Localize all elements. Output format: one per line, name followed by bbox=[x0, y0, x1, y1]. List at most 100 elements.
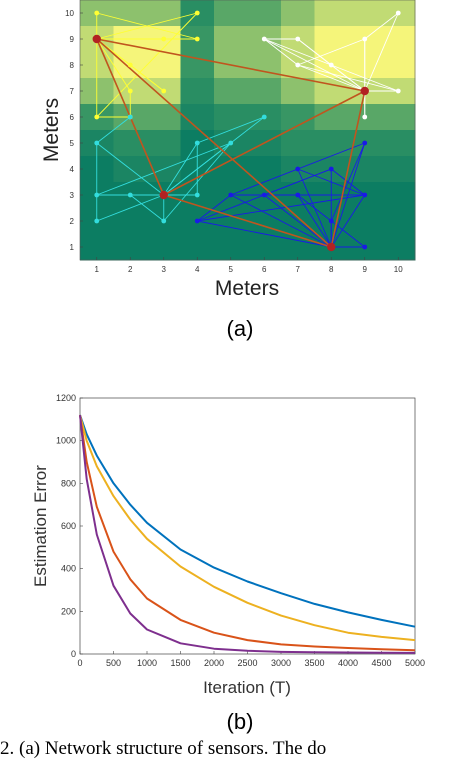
sensor-node bbox=[395, 10, 401, 16]
sensor-node bbox=[161, 218, 167, 224]
cluster-link bbox=[330, 194, 366, 248]
sensor-node bbox=[228, 192, 234, 198]
sensor-node bbox=[127, 114, 133, 120]
hub-link bbox=[163, 194, 332, 248]
heatmap-cell bbox=[180, 78, 215, 105]
hub-node bbox=[159, 190, 168, 200]
sensor-node bbox=[295, 36, 301, 42]
sensor-node bbox=[395, 88, 401, 94]
sensor-node bbox=[362, 114, 368, 120]
y-tick-label-a: 5 bbox=[70, 139, 75, 148]
sensor-link bbox=[197, 194, 365, 222]
cluster-link bbox=[297, 194, 332, 248]
x-tick-label-a: 3 bbox=[162, 265, 167, 274]
x-tick-label-b: 4000 bbox=[338, 658, 358, 668]
x-tick-label-a: 1 bbox=[95, 265, 100, 274]
heatmap-cell bbox=[80, 234, 114, 261]
heatmap-cell bbox=[147, 234, 181, 261]
heatmap-cell bbox=[147, 104, 181, 131]
sensor-node bbox=[94, 140, 100, 146]
x-tick-label-a: 10 bbox=[394, 265, 403, 274]
panel-a: 1 2 3 4 5 6 7 8 9 10 1 2 3 4 5 6 7 8 9 10 Meters Meters (a) bbox=[40, 0, 416, 341]
x-axis-label-b: Iteration (T) bbox=[203, 678, 291, 697]
x-tick-label-b: 5000 bbox=[405, 658, 425, 668]
heatmap-cell bbox=[214, 104, 248, 131]
hub-link bbox=[330, 90, 366, 248]
x-tick-label-a: 8 bbox=[329, 265, 334, 274]
sensor-link bbox=[297, 64, 399, 92]
sensor-node bbox=[362, 192, 368, 198]
y-tick-label-b: 1000 bbox=[56, 436, 76, 446]
error-curve bbox=[79, 414, 416, 628]
x-tick-label-b: 4500 bbox=[371, 658, 391, 668]
heatmap-cell bbox=[214, 26, 248, 53]
heatmap-cell bbox=[247, 0, 282, 27]
heatmap-cell bbox=[147, 130, 181, 157]
sensor-node bbox=[127, 192, 133, 198]
y-tick-label-a: 8 bbox=[70, 61, 75, 70]
panel-label-b: (b) bbox=[227, 709, 254, 734]
x-tick-label-a: 5 bbox=[229, 265, 234, 274]
y-tick-label-a: 4 bbox=[70, 165, 75, 174]
heatmap-cell bbox=[247, 234, 282, 261]
y-tick-label-a: 10 bbox=[65, 9, 74, 18]
panel-b: 0 500 1000 1500 2000 2500 3000 3500 4000 4500 5000… bbox=[31, 393, 425, 734]
x-tick-label-b: 500 bbox=[106, 658, 121, 668]
x-tick-label-a: 7 bbox=[296, 265, 301, 274]
sensor-nodes bbox=[94, 10, 401, 250]
sensor-node bbox=[194, 218, 200, 224]
sensor-link bbox=[330, 142, 366, 222]
heatmap-cell bbox=[147, 0, 181, 27]
cluster-link bbox=[230, 194, 332, 248]
sensor-link bbox=[96, 116, 131, 144]
x-tick-label-a: 9 bbox=[363, 265, 368, 274]
heatmap-cell bbox=[214, 78, 248, 105]
error-curve bbox=[79, 414, 416, 652]
y-tick-label-a: 9 bbox=[70, 35, 75, 44]
heatmap-cell bbox=[113, 234, 148, 261]
sensor-node bbox=[194, 192, 200, 198]
sensor-node bbox=[127, 62, 133, 68]
cluster-link bbox=[364, 12, 399, 92]
x-tick-label-a: 6 bbox=[262, 265, 267, 274]
hub-link bbox=[163, 90, 366, 196]
cluster-link bbox=[264, 38, 365, 92]
x-tick-label-b: 1500 bbox=[170, 658, 190, 668]
hub-link bbox=[96, 38, 365, 92]
sensor-node bbox=[94, 10, 100, 16]
y-tick-label-b: 1200 bbox=[56, 393, 76, 403]
sensor-link bbox=[264, 38, 332, 66]
cluster-link bbox=[96, 38, 131, 92]
heatmap-cell bbox=[247, 156, 282, 183]
axis-a: 1 2 3 4 5 6 7 8 9 10 1 2 3 4 5 6 7 8 9 10 bbox=[65, 9, 403, 274]
error-curves bbox=[79, 414, 416, 654]
heatmap-cell bbox=[381, 52, 416, 79]
y-tick-label-b: 400 bbox=[61, 564, 76, 574]
hub-node bbox=[327, 242, 336, 252]
sensor-node bbox=[328, 62, 334, 68]
sensor-link bbox=[331, 64, 399, 92]
error-curve bbox=[79, 414, 416, 642]
sensor-node bbox=[161, 88, 167, 94]
sensor-node bbox=[261, 114, 267, 120]
sensor-node bbox=[362, 36, 368, 42]
heatmap-cell bbox=[214, 0, 248, 27]
sensor-link bbox=[263, 38, 299, 66]
y-tick-label-b: 0 bbox=[71, 649, 76, 659]
sensor-node bbox=[295, 192, 301, 198]
x-axis-label-a: Meters bbox=[215, 277, 279, 300]
hub-node bbox=[360, 86, 369, 96]
sensor-node bbox=[261, 36, 267, 42]
x-tick-label-b: 0 bbox=[77, 658, 82, 668]
hub-nodes bbox=[92, 34, 369, 252]
hub-links bbox=[96, 38, 366, 248]
heatmap-cell bbox=[314, 0, 349, 27]
sensor-link bbox=[297, 38, 332, 66]
sensor-link bbox=[96, 142, 231, 196]
y-tick-label-a: 3 bbox=[70, 191, 75, 200]
y-tick-label-a: 1 bbox=[70, 243, 75, 252]
heatmap-cell bbox=[281, 78, 315, 105]
y-tick-label-a: 7 bbox=[70, 87, 75, 96]
heatmap-cell bbox=[113, 130, 148, 157]
